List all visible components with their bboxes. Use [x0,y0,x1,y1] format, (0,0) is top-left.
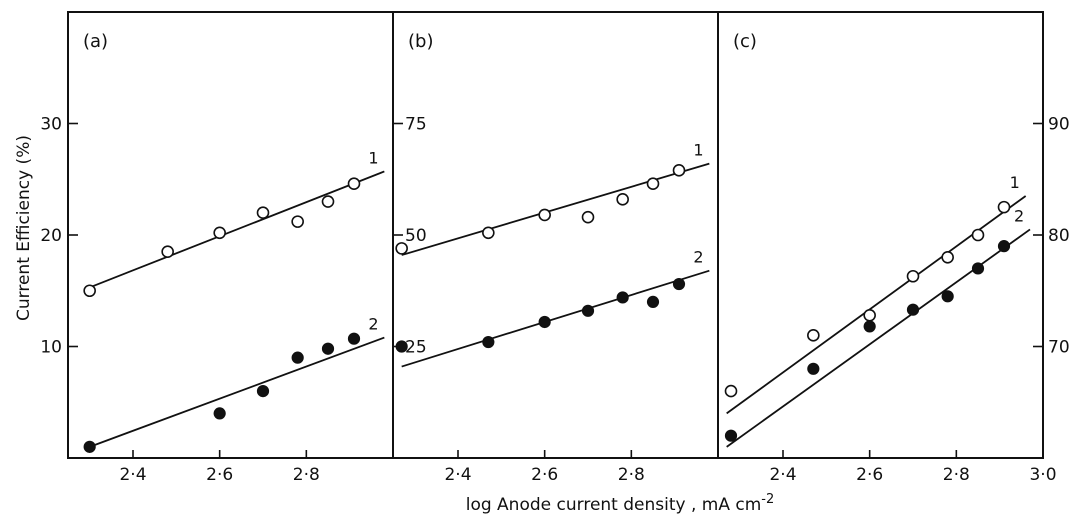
x-tick-label: 2·6 [206,465,233,485]
series-label: 1 [1010,173,1020,192]
filled-circle-point [538,315,551,329]
panel-1: (a) 2·4 2·6 2·8 10 20 30 1 2 [40,11,394,485]
y-tick-label: 20 [40,226,62,246]
filled-circle-point [213,407,226,420]
fit-line [726,228,1031,448]
series-1: 1 [395,141,710,256]
series-label: 1 [368,148,378,167]
open-circle-point [321,195,335,208]
open-circle-point [997,200,1011,214]
x-axis-title-superscript: -2 [761,492,774,507]
open-circle-point [724,384,738,398]
filled-circle-point [482,335,495,349]
open-circle-point [347,177,361,191]
fit-line [401,162,710,256]
filled-circle-point [941,290,954,303]
open-circle-point [672,164,686,177]
open-circle-point [395,242,408,255]
open-circle-point [83,284,96,298]
series-1: 1 [83,148,385,298]
y-tick-label: 50 [405,226,427,246]
x-tick-label: 2·8 [293,465,320,485]
series-1: 1 [724,173,1027,415]
y-tick-label: 70 [1048,338,1070,358]
filled-circle-point [83,440,96,453]
x-tick-label: 2·8 [943,465,970,485]
x-tick-label: 2·4 [444,465,471,485]
x-axis-title-text: log Anode current density , mA cm [466,495,762,515]
y-tick-label: 90 [1048,115,1070,135]
fit-line [401,269,710,368]
open-circle-point [906,269,920,283]
panel-label: (b) [408,31,433,52]
series-2: 2 [395,248,710,368]
open-circle-point [538,208,551,222]
x-tick-label: 2·6 [531,465,558,485]
y-tick-label: 80 [1048,226,1070,246]
y-tick-label: 30 [40,115,62,135]
x-axis-title: log Anode current density , mA cm-2 [466,492,775,515]
open-circle-point [863,308,876,322]
series-label: 2 [1014,206,1024,225]
filled-circle-point [616,291,629,304]
filled-circle-point [646,295,660,308]
panel-label: (a) [83,31,108,52]
x-tick-label: 2·6 [856,465,883,485]
filled-circle-point [807,362,820,375]
panel-frame [392,11,719,459]
panel-label: (c) [733,31,757,52]
series-label: 1 [693,141,703,160]
filled-circle-point [997,240,1011,253]
panel-2: (b) 2·4 2·6 2·8 25 50 75 1 2 [392,11,719,485]
x-tick-label: 2·4 [769,465,796,485]
filled-circle-point [321,342,335,355]
open-circle-point [807,329,820,342]
y-tick-label: 25 [405,338,427,358]
panel-frame [67,11,394,459]
filled-circle-point [971,262,985,275]
filled-circle-point [672,277,686,291]
open-circle-point [971,228,985,242]
series-label: 2 [368,315,378,334]
fit-line [89,170,385,289]
open-circle-point [941,250,954,264]
open-circle-point [291,215,304,228]
y-axis-title: Current Efficiency (%) [14,135,34,321]
filled-circle-point [724,429,738,442]
panel-frame [717,11,1044,459]
open-circle-point [256,206,270,219]
y-tick-label: 10 [40,338,62,358]
open-circle-point [161,245,174,259]
fit-line [89,336,385,448]
open-circle-point [482,226,495,240]
panel-3: (c) 2·4 2·6 2·8 3·0 70 80 90 1 2 [717,11,1070,485]
series-label: 2 [693,248,703,267]
filled-circle-point [256,385,270,398]
open-circle-point [616,193,629,206]
filled-circle-point [395,340,408,353]
open-circle-point [581,210,595,224]
x-tick-label: 3·0 [1029,465,1056,485]
series-2: 2 [724,206,1031,448]
fit-line [726,195,1027,415]
x-tick-label: 2·8 [618,465,645,485]
filled-circle-point [581,304,595,317]
open-circle-point [646,177,660,191]
series-2: 2 [83,315,385,453]
filled-circle-point [347,332,361,345]
y-tick-label: 75 [405,115,427,135]
x-tick-label: 2·4 [119,465,146,485]
filled-circle-point [291,351,304,364]
filled-circle-point [863,320,876,333]
chart-panels: (a) 2·4 2·6 2·8 10 20 30 1 2 (b) 2·4 2·6 2·8 25 50 75 1 2… [40,11,1070,485]
open-circle-point [213,226,226,240]
filled-circle-point [906,303,920,316]
